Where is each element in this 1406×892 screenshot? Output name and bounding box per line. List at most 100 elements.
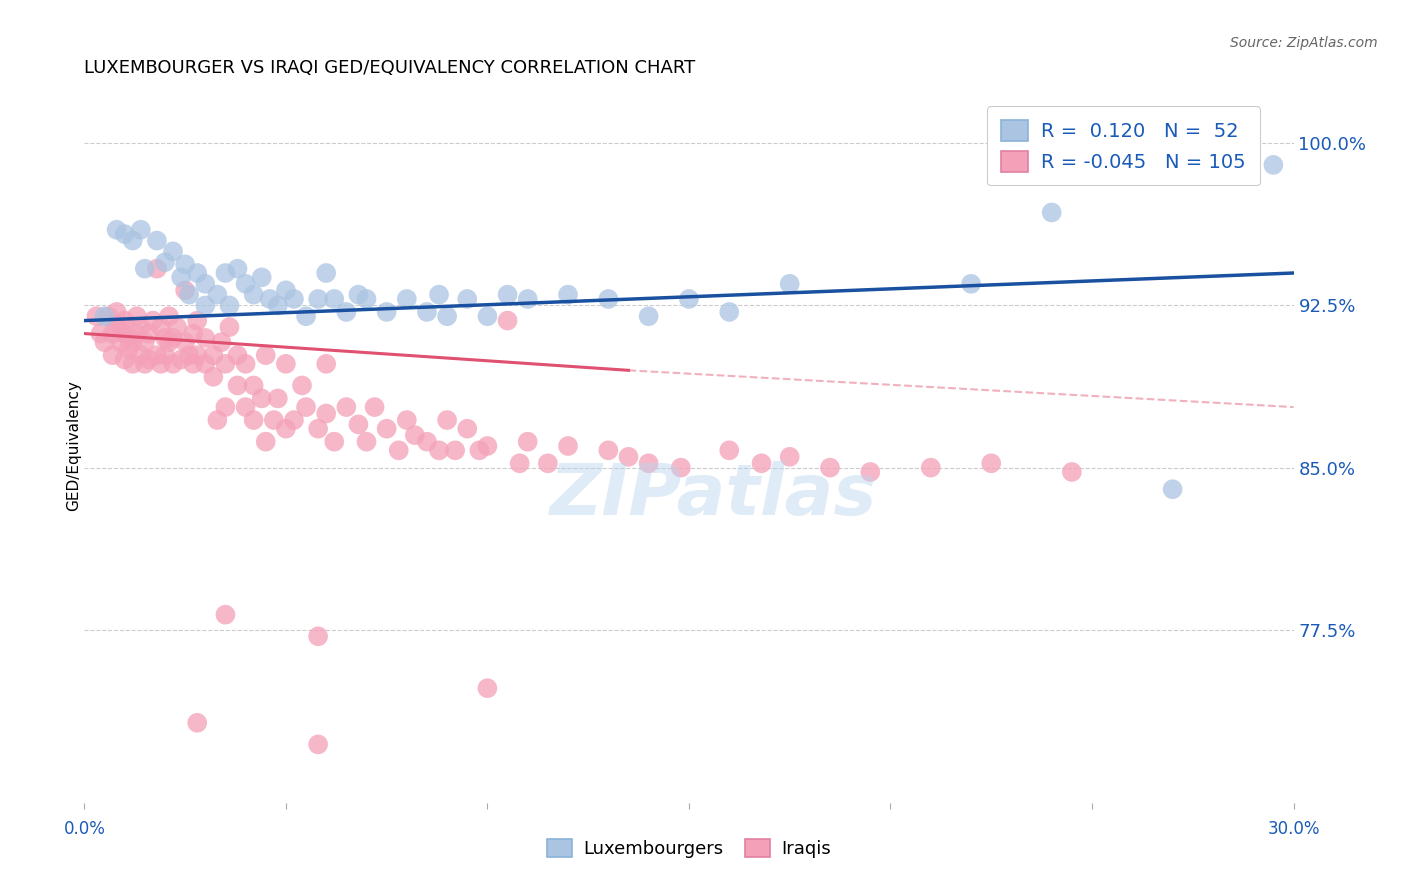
Point [250,392,273,406]
Point [920,460,942,475]
Point [194,298,217,312]
Point [315,407,337,421]
Point [105,223,128,237]
Point [637,456,659,470]
Point [194,277,217,291]
Point [307,738,329,752]
Point [242,378,264,392]
Point [186,715,208,730]
Point [427,443,450,458]
Point [477,439,499,453]
Point [1161,482,1184,496]
Point [134,357,156,371]
Text: ZIPatlas: ZIPatlas [550,461,877,531]
Point [162,357,184,371]
Point [456,292,478,306]
Point [118,331,141,345]
Point [718,305,741,319]
Point [315,357,337,371]
Point [444,443,467,458]
Point [153,255,176,269]
Point [134,261,156,276]
Point [105,318,128,332]
Point [118,342,141,356]
Point [101,326,124,341]
Point [125,326,148,341]
Point [179,348,201,362]
Point [718,443,741,458]
Point [101,348,124,362]
Point [335,305,357,319]
Point [242,287,264,301]
Point [1040,205,1063,219]
Point [207,287,229,301]
Point [315,266,337,280]
Point [267,392,290,406]
Point [404,428,426,442]
Point [146,348,169,362]
Point [235,400,257,414]
Point [274,283,297,297]
Text: 0.0%: 0.0% [63,820,105,838]
Point [557,287,579,301]
Point [557,439,579,453]
Point [138,352,160,367]
Point [105,305,128,319]
Point [218,298,240,312]
Point [416,434,439,449]
Point [121,335,143,350]
Point [110,320,132,334]
Point [537,456,560,470]
Point [307,422,329,436]
Point [93,335,115,350]
Point [235,277,257,291]
Point [218,320,240,334]
Point [181,357,204,371]
Text: LUXEMBOURGER VS IRAQI GED/EQUIVALENCY CORRELATION CHART: LUXEMBOURGER VS IRAQI GED/EQUIVALENCY CO… [84,59,696,77]
Point [323,292,346,306]
Point [214,607,236,622]
Point [114,227,136,241]
Point [149,320,172,334]
Point [114,352,136,367]
Point [138,326,160,341]
Point [207,413,229,427]
Point [194,331,217,345]
Point [166,320,188,334]
Point [179,287,201,301]
Point [86,310,108,324]
Point [214,357,236,371]
Point [356,292,378,306]
Point [375,305,398,319]
Point [436,413,458,427]
Point [170,352,193,367]
Point [125,310,148,324]
Point [114,326,136,341]
Point [1263,158,1285,172]
Point [263,413,285,427]
Point [779,277,801,291]
Point [363,400,385,414]
Point [162,244,184,259]
Point [129,223,152,237]
Point [129,348,152,362]
Point [818,460,841,475]
Point [307,292,329,306]
Point [291,378,314,392]
Point [335,400,357,414]
Point [509,456,531,470]
Point [214,266,236,280]
Point [323,434,346,449]
Point [267,298,290,312]
Point [157,335,180,350]
Point [174,335,197,350]
Point [202,348,225,362]
Point [395,292,418,306]
Point [375,422,398,436]
Point [295,400,318,414]
Point [202,369,225,384]
Point [751,456,773,470]
Point [153,331,176,345]
Point [477,310,499,324]
Point [779,450,801,464]
